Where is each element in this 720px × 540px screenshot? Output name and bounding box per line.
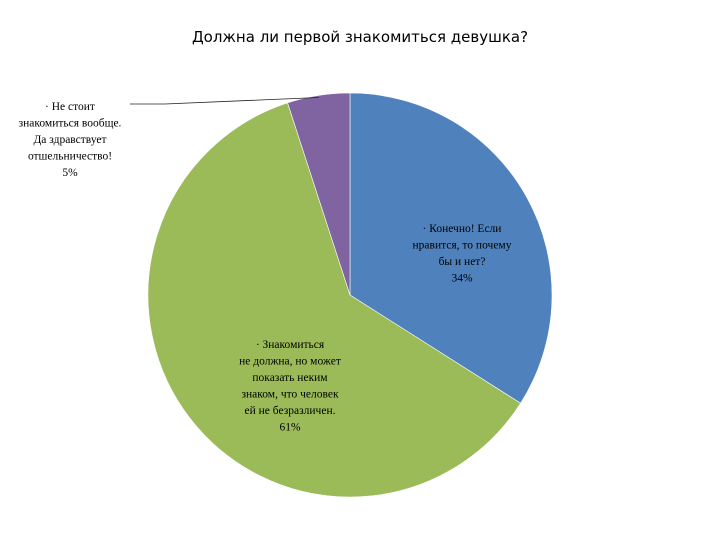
pie-slice-3 — [287, 92, 351, 296]
slice-label-line: бы и нет? — [439, 256, 486, 268]
slice-label-line: знакомиться вообще. — [19, 118, 122, 130]
slice-label-line: показать неким — [252, 372, 328, 384]
slice-labels: · Конечно! Если нравится, то почему бы и н… — [19, 97, 512, 434]
pie-slices — [147, 92, 553, 498]
slice-label-line: ей не безразличен. — [245, 405, 336, 417]
slice-label-line: · Конечно! Если — [423, 223, 502, 235]
slice-label-1: · Конечно! Если нравится, то почему бы и н… — [413, 223, 512, 285]
slice-label-line: отшельничество! — [28, 151, 112, 163]
slice-value-label: 61% — [279, 422, 301, 434]
slice-value-label: 34% — [451, 273, 473, 285]
pie-slice-2 — [147, 102, 521, 498]
slice-label-line: Да здравствует — [33, 134, 106, 146]
pie-slice-1 — [349, 92, 553, 404]
slice-label-2: · Знакомиться не должна, но может показать… — [239, 339, 341, 434]
slice-label-line: · Знакомиться — [256, 339, 325, 351]
chart-title: Должна ли первой знакомиться девушка? — [191, 28, 529, 46]
slice-label-3: · Не стоит знакомиться вообще. Да здравств… — [19, 101, 122, 179]
leader-line-3 — [130, 97, 319, 105]
slice-label-line: · Не стоит — [45, 101, 95, 113]
slice-value-label: 5% — [62, 167, 78, 179]
slice-label-line: нравится, то почему — [413, 240, 512, 252]
slice-label-line: знаком, что человек — [241, 389, 338, 401]
slice-label-line: не должна, но может — [239, 356, 341, 368]
